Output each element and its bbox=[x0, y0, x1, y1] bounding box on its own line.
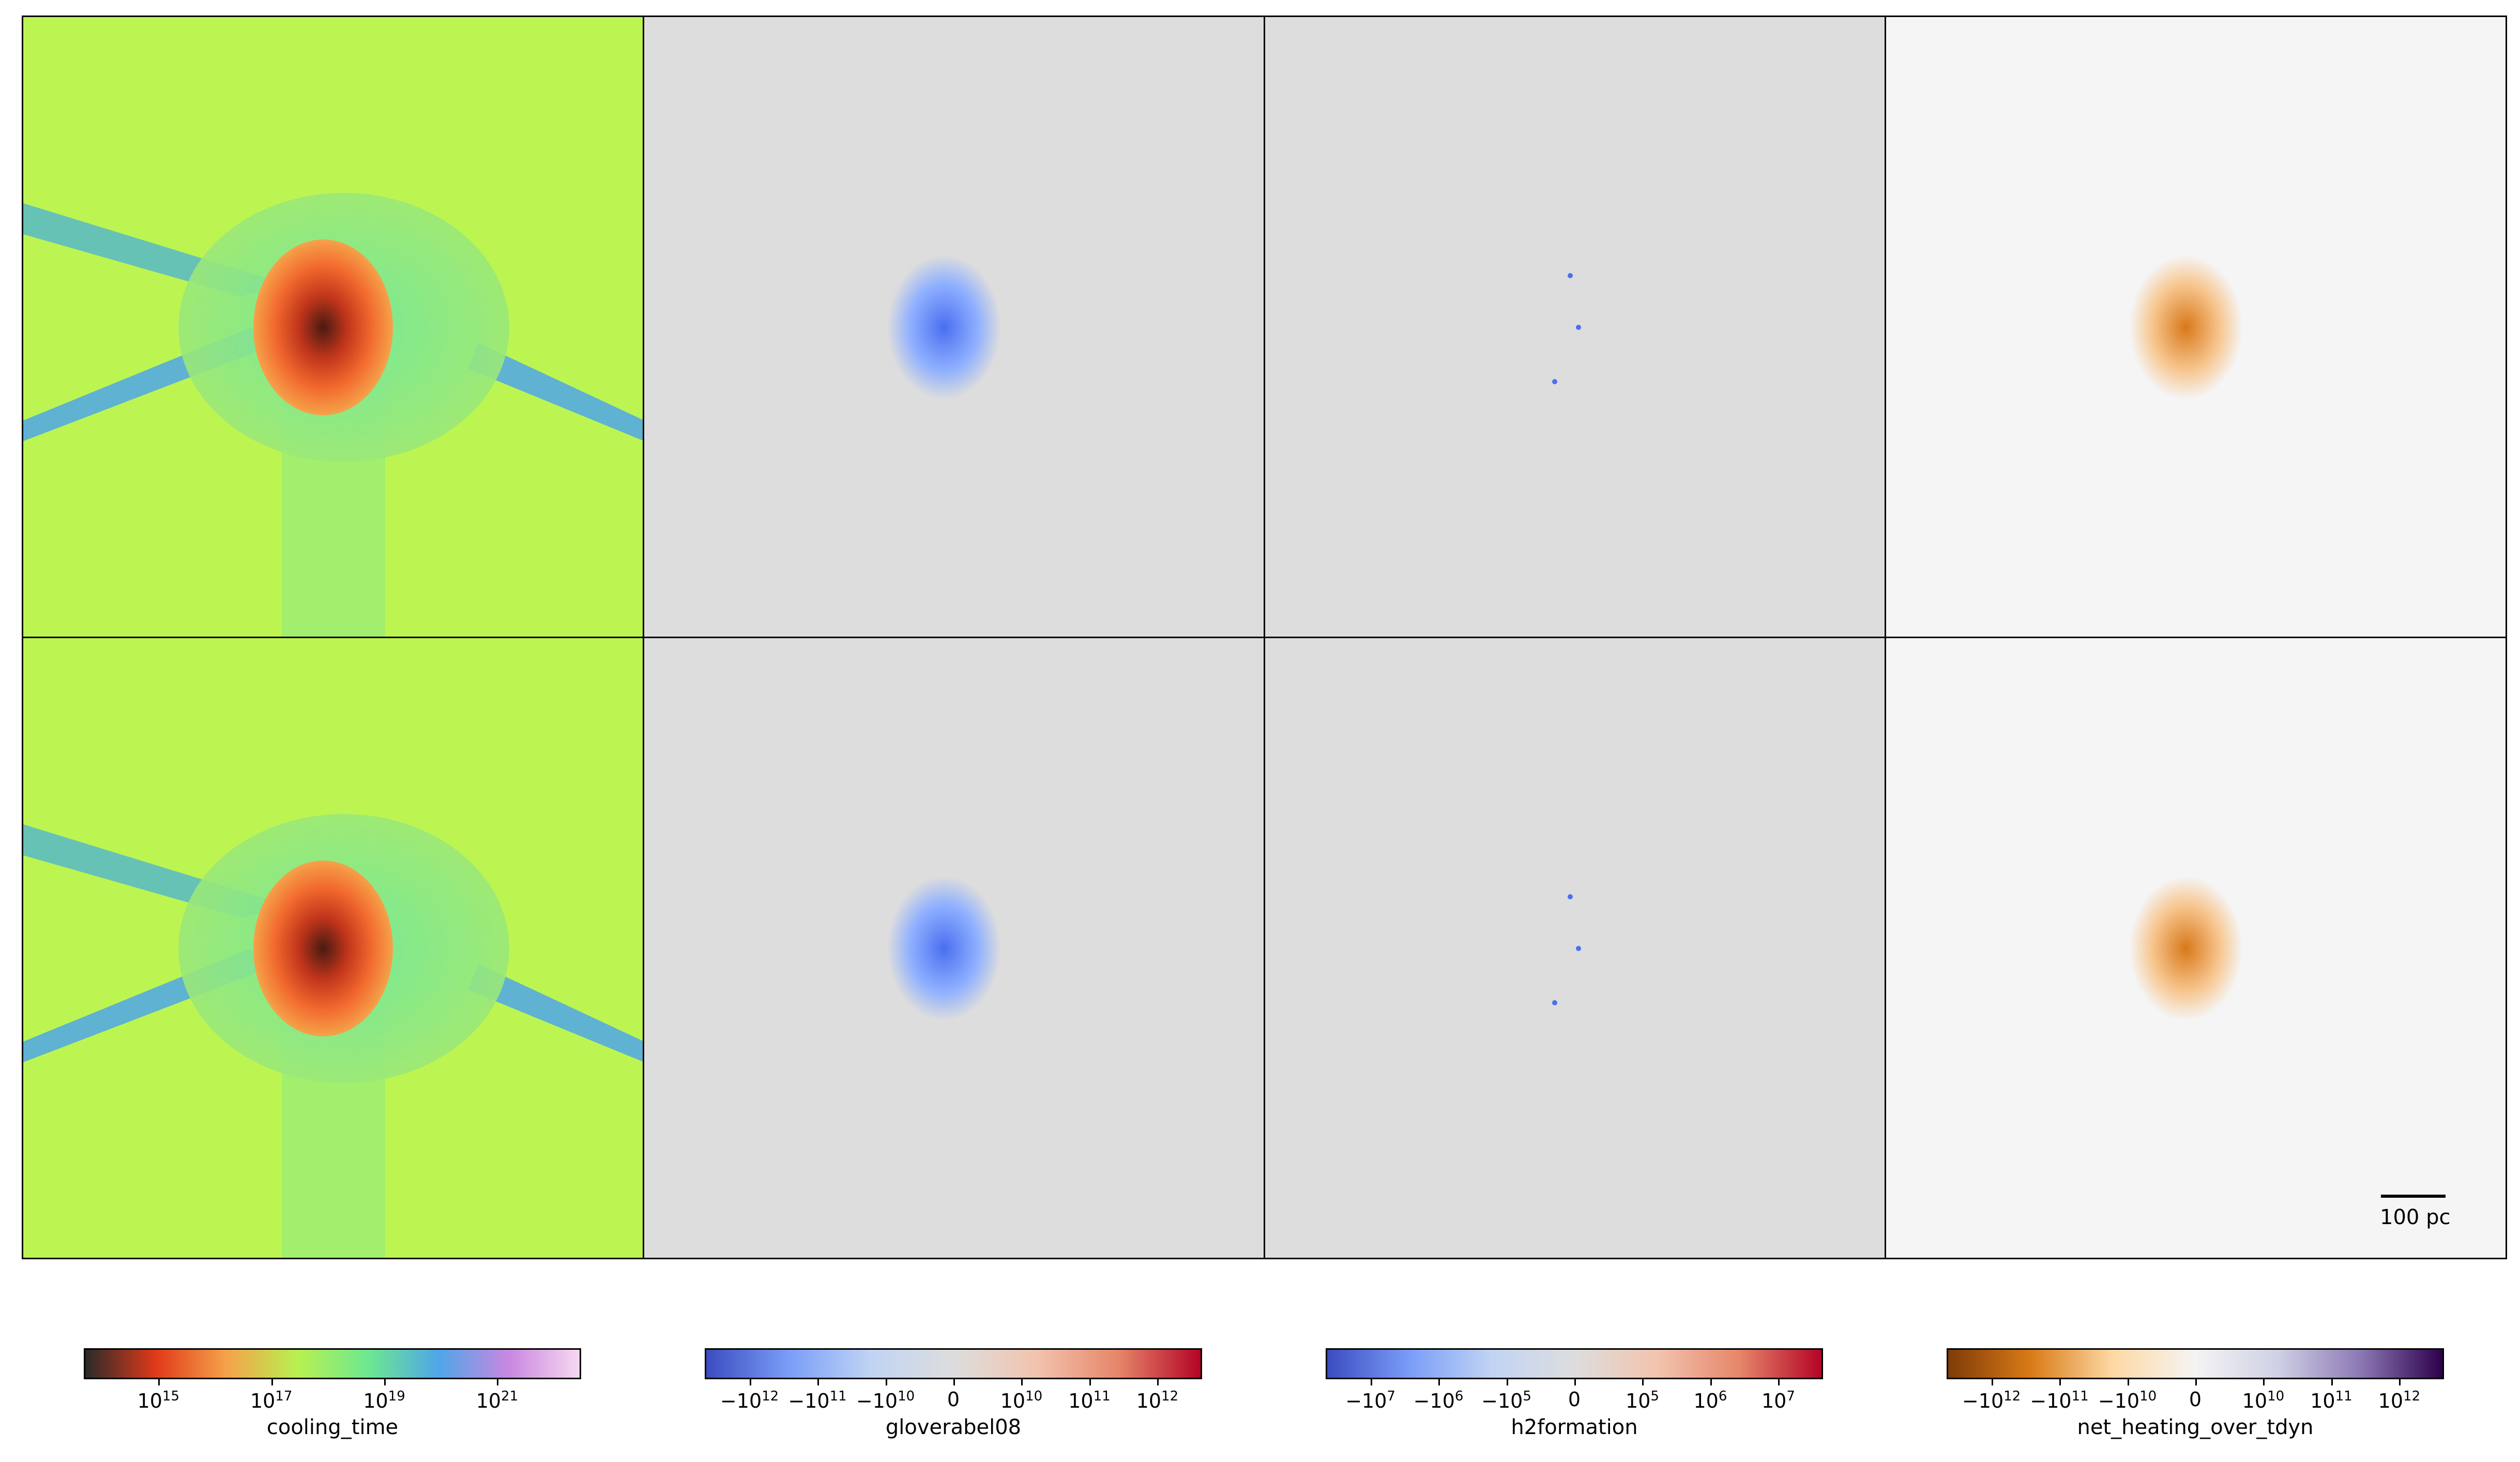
field-blob bbox=[887, 876, 1001, 1021]
panel-h2formation-row2 bbox=[1264, 637, 1886, 1259]
colorbar-tick bbox=[271, 1379, 273, 1385]
colorbar-tick-label: −107 bbox=[1345, 1389, 1395, 1412]
colorbar-tick-label: 107 bbox=[1761, 1389, 1795, 1412]
colorbar-label-gloverabel08: gloverabel08 bbox=[885, 1415, 1022, 1439]
colorbar-gloverabel08 bbox=[705, 1348, 1202, 1379]
colorbar-tick-label: −1010 bbox=[856, 1389, 915, 1412]
colorbar-tick-label: 1010 bbox=[2242, 1389, 2285, 1412]
colorbar-tick-label: −1011 bbox=[788, 1389, 847, 1412]
panel-image bbox=[1265, 638, 1885, 1258]
colorbar-tick-label: 0 bbox=[2189, 1388, 2202, 1411]
colorbar-tick-label: −1012 bbox=[1962, 1389, 2021, 1412]
colorbar-tick bbox=[384, 1379, 386, 1385]
panel-image bbox=[1265, 17, 1885, 637]
colorbar-tick-label: 1011 bbox=[1068, 1389, 1111, 1412]
colorbar-tick-label: 106 bbox=[1693, 1389, 1727, 1412]
panel-net_heating_over_tdyn-row2 bbox=[1885, 637, 2507, 1259]
dense-core bbox=[253, 239, 393, 415]
panel-net_heating_over_tdyn-row1 bbox=[1885, 16, 2507, 638]
field-blob bbox=[2129, 876, 2243, 1021]
colorbar-tick bbox=[2059, 1379, 2061, 1385]
panel-background bbox=[1265, 638, 1885, 1258]
colorbar-tick-label: 1015 bbox=[137, 1389, 180, 1412]
h2formation-spot bbox=[1568, 894, 1573, 899]
colorbar-tick bbox=[1089, 1379, 1091, 1385]
filament-right bbox=[468, 964, 643, 1062]
colorbar-tick-label: 105 bbox=[1626, 1389, 1659, 1412]
colorbar-tick-label: 1012 bbox=[2378, 1389, 2421, 1412]
colorbar-tick-label: −1011 bbox=[2030, 1389, 2089, 1412]
panel-image bbox=[644, 17, 1264, 637]
panel-gloverabel08-row2 bbox=[643, 637, 1265, 1259]
colorbar-tick bbox=[885, 1379, 887, 1385]
colorbar-tick-label: 1017 bbox=[250, 1389, 293, 1412]
colorbar-tick-label: −1012 bbox=[720, 1389, 779, 1412]
colorbar-tick bbox=[1506, 1379, 1508, 1385]
panel-background bbox=[1265, 17, 1885, 637]
colorbar-tick-label: −106 bbox=[1413, 1389, 1464, 1412]
colorbar-tick-label: 1011 bbox=[2310, 1389, 2352, 1412]
h2formation-spot bbox=[1552, 379, 1557, 384]
panel-h2formation-row1 bbox=[1264, 16, 1886, 638]
colorbar-tick-label: −1010 bbox=[2098, 1389, 2157, 1412]
colorbar-tick bbox=[1642, 1379, 1644, 1385]
panel-image bbox=[1886, 17, 2506, 637]
colorbar-tick bbox=[953, 1379, 955, 1385]
field-blob bbox=[887, 255, 1001, 400]
colorbar-tick bbox=[2127, 1379, 2129, 1385]
colorbar-tick-label: −105 bbox=[1481, 1389, 1531, 1412]
h2formation-spot bbox=[1576, 946, 1581, 951]
colorbar-tick bbox=[1370, 1379, 1372, 1385]
colorbar-tick bbox=[2331, 1379, 2333, 1385]
panel-cooling_time-row2 bbox=[22, 637, 644, 1259]
colorbar-tick bbox=[1710, 1379, 1712, 1385]
colorbar-label-net_heating_over_tdyn: net_heating_over_tdyn bbox=[2077, 1415, 2314, 1439]
colorbar-tick bbox=[2263, 1379, 2265, 1385]
colorbar-h2formation bbox=[1326, 1348, 1823, 1379]
colorbar-tick bbox=[1021, 1379, 1023, 1385]
colorbar-tick bbox=[1438, 1379, 1440, 1385]
colorbar-tick-label: 1012 bbox=[1136, 1389, 1179, 1412]
colorbar-tick-label: 1019 bbox=[363, 1389, 405, 1412]
colorbar-tick bbox=[1778, 1379, 1780, 1385]
colorbar-tick bbox=[1991, 1379, 1993, 1385]
colorbar-tick bbox=[1157, 1379, 1159, 1385]
colorbar-tick bbox=[497, 1379, 499, 1385]
filament-right bbox=[468, 343, 643, 441]
colorbar-net_heating_over_tdyn bbox=[1947, 1348, 2444, 1379]
panel-image bbox=[23, 17, 643, 637]
colorbar-tick-label: 1010 bbox=[1000, 1389, 1043, 1412]
field-blob bbox=[2129, 255, 2243, 400]
dense-core bbox=[253, 861, 393, 1036]
panel-cooling_time-row1 bbox=[22, 16, 644, 638]
panel-gloverabel08-row1 bbox=[643, 16, 1265, 638]
colorbar-tick-label: 1021 bbox=[476, 1389, 519, 1412]
colorbar-label-cooling_time: cooling_time bbox=[266, 1415, 399, 1439]
scale-bar bbox=[2381, 1195, 2446, 1198]
h2formation-spot bbox=[1552, 1000, 1557, 1005]
scale-bar-label: 100 pc bbox=[2380, 1205, 2451, 1229]
panel-image bbox=[23, 638, 643, 1258]
colorbar-tick-label: 0 bbox=[1568, 1388, 1581, 1411]
panel-image bbox=[644, 638, 1264, 1258]
h2formation-spot bbox=[1568, 273, 1573, 278]
colorbar-tick bbox=[2399, 1379, 2401, 1385]
colorbar-tick-label: 0 bbox=[947, 1388, 960, 1411]
colorbar-tick bbox=[817, 1379, 819, 1385]
colorbar-tick bbox=[1574, 1379, 1576, 1385]
colorbar-cooling_time bbox=[84, 1348, 581, 1379]
colorbar-label-h2formation: h2formation bbox=[1511, 1415, 1638, 1439]
colorbar-tick bbox=[2195, 1379, 2197, 1385]
colorbar-tick bbox=[749, 1379, 751, 1385]
h2formation-spot bbox=[1576, 325, 1581, 330]
colorbar-tick bbox=[158, 1379, 160, 1385]
panel-image bbox=[1886, 638, 2506, 1258]
